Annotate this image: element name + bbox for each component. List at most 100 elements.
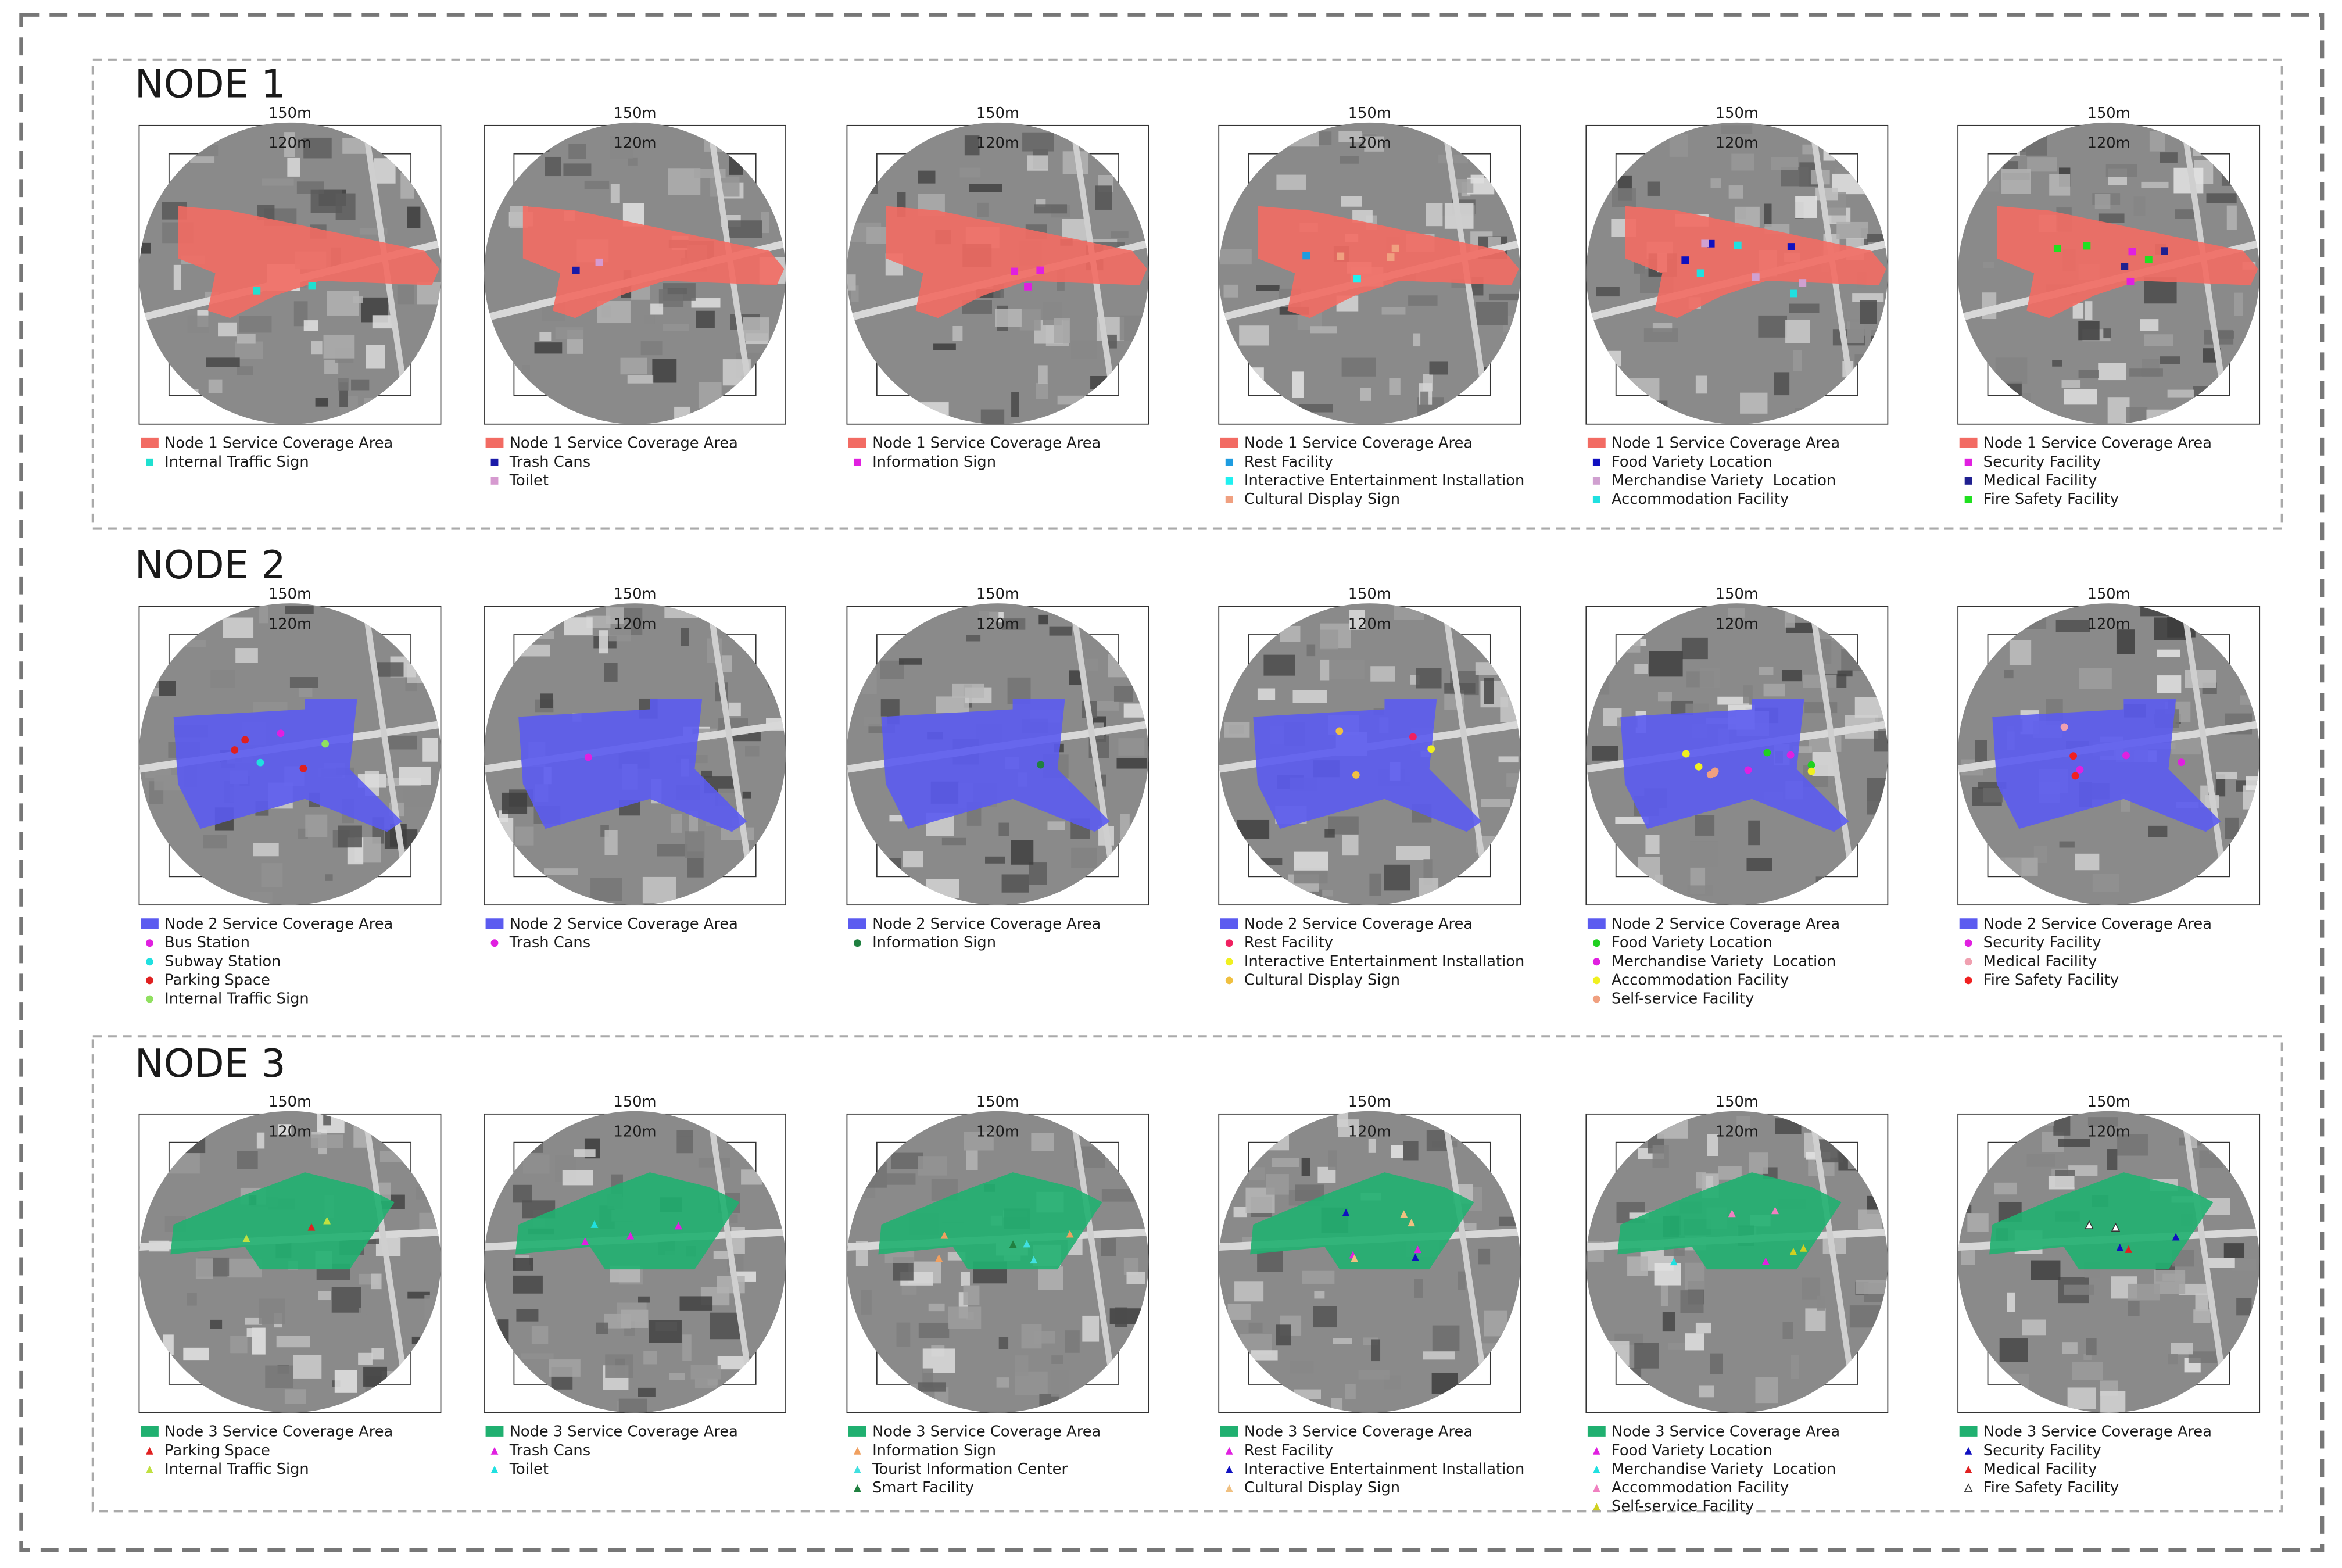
building [2216,771,2237,779]
coverage-area [1620,699,1849,832]
building [769,368,786,387]
facility-marker [1066,1230,1074,1238]
building [1781,670,1802,682]
building [980,409,1005,424]
building [1314,1291,1325,1299]
legend-label: Internal Traffic Sign [164,453,309,471]
range-label: 150m [976,105,1019,122]
facility-marker [1771,1207,1779,1215]
building [1484,1310,1507,1337]
building [218,322,237,337]
building [2195,1293,2208,1312]
legend-label: Cultural Display Sign [1244,1479,1400,1497]
facility-marker [1335,727,1344,735]
building [2001,169,2031,194]
building [1629,1212,1649,1219]
facility-marker [1807,761,1815,769]
building [417,352,431,363]
building [969,184,1002,192]
building [1054,318,1070,343]
facility-marker [1009,1240,1017,1248]
building [1306,644,1316,657]
coverage-area [1989,1172,2214,1270]
building [1082,1315,1100,1342]
legend-label: Node 2 Service Coverage Area [1612,915,1840,933]
range-label: 120m [614,1123,657,1140]
building [1414,1279,1423,1298]
facility-marker [1414,1245,1421,1254]
road [706,603,758,905]
building [2067,1387,2096,1409]
building [1988,857,2022,884]
building [149,1349,170,1356]
building [1626,378,1660,404]
building [416,1186,441,1200]
building [259,606,268,624]
building [2141,181,2169,188]
building [1370,666,1395,682]
aerial-map [1219,603,1521,905]
building [1967,644,1979,667]
building [1021,1324,1042,1349]
facility-marker [581,1237,589,1245]
building [681,628,689,646]
legend-marker [853,939,861,947]
building [1341,357,1376,377]
road [361,1111,413,1413]
building [1230,1364,1244,1379]
building [249,892,273,905]
building [714,125,725,144]
legend-marker [1964,976,1972,985]
building [338,825,362,848]
legend-swatch [1587,918,1606,929]
building [1085,398,1113,416]
building [1960,171,1969,184]
building [1961,1246,1975,1265]
building [210,670,235,688]
building [1871,604,1888,631]
building [868,874,878,896]
building [139,160,158,167]
building [933,343,956,350]
coverage-area [170,1172,395,1270]
building [1438,154,1468,164]
building [2010,1373,2029,1391]
building [539,332,552,341]
range-label: 150m [614,105,657,122]
building [1695,375,1707,394]
building [311,341,323,355]
building [237,334,256,344]
range-label: 150m [1716,585,1759,603]
building [261,863,283,887]
building [1695,1322,1711,1334]
building [644,314,655,325]
building [2144,334,2173,346]
building [657,844,688,857]
facility-marker [935,1254,943,1262]
building [1972,179,1999,192]
building [2103,328,2111,339]
road [2180,1111,2232,1413]
building [2026,1153,2055,1167]
building [1680,1290,1704,1313]
building [728,702,741,717]
building [1803,674,1837,688]
facility-marker [1790,289,1797,298]
facility-marker [2121,263,2129,270]
building [762,138,772,151]
building [331,1287,361,1313]
building [664,607,699,618]
building [1785,320,1810,343]
legend-marker [146,1447,153,1455]
building [1748,820,1760,846]
building [1260,403,1271,424]
range-label: 120m [1348,615,1391,633]
building [1784,610,1795,628]
legend-label: Medical Facility [1983,472,2097,489]
building [685,831,705,858]
building [1612,188,1636,207]
building [1497,1347,1521,1366]
building [2094,194,2111,210]
facility-marker [674,1222,682,1230]
building [1413,333,1421,347]
